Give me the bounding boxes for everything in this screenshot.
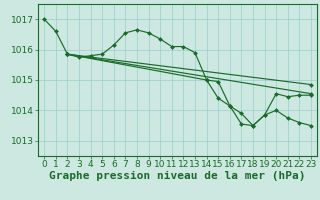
X-axis label: Graphe pression niveau de la mer (hPa): Graphe pression niveau de la mer (hPa) (49, 171, 306, 181)
